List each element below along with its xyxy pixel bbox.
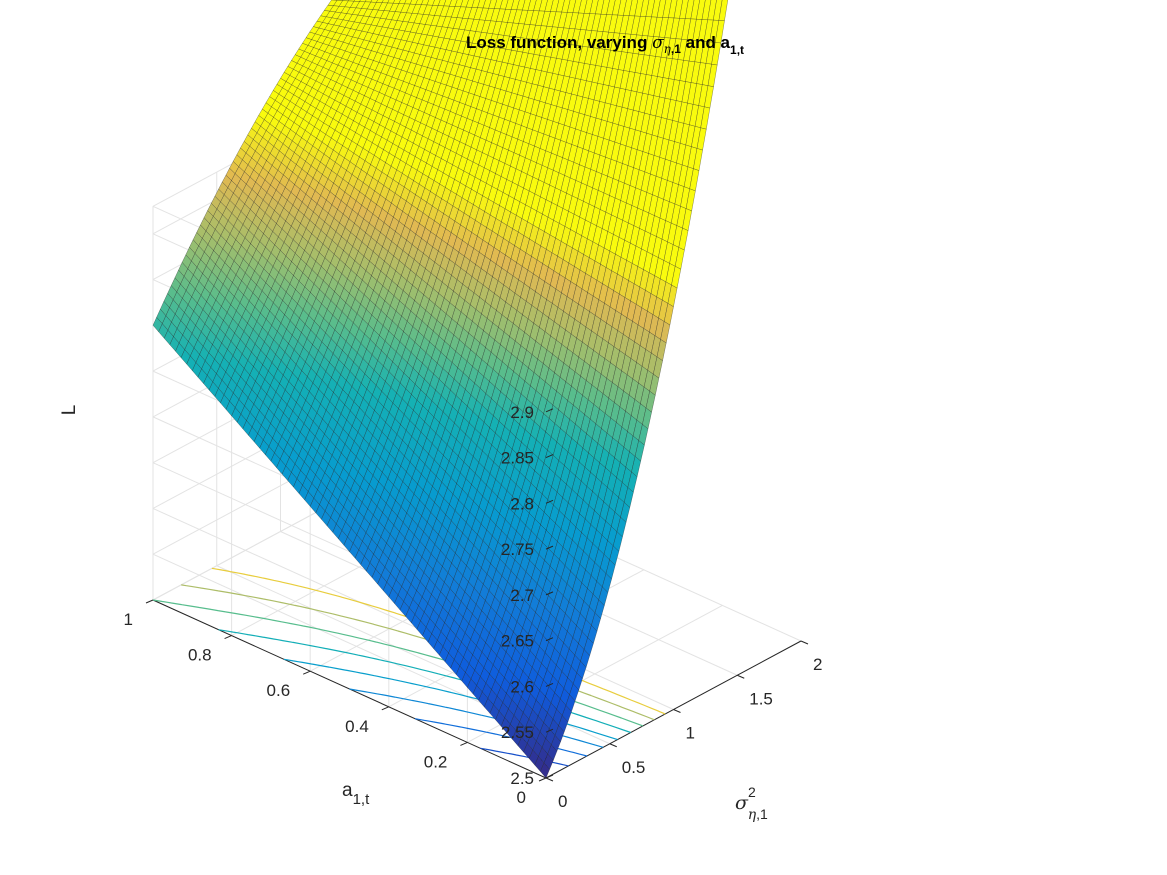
x-tick-label: 1 bbox=[686, 724, 695, 743]
z-tick-label: 2.5 bbox=[510, 769, 534, 788]
x-tick-label: 2 bbox=[813, 655, 822, 674]
y-tick-mark bbox=[538, 777, 547, 782]
z-tick-mark bbox=[545, 728, 554, 733]
z-axis-label: L bbox=[59, 405, 80, 416]
surface bbox=[152, 0, 728, 779]
z-tick-label: 2.65 bbox=[501, 632, 534, 651]
y-tick-label: 0.6 bbox=[267, 681, 291, 700]
z-tick-label: 2.6 bbox=[510, 677, 534, 696]
y-tick-mark bbox=[460, 741, 468, 746]
z-tick-label: 2.8 bbox=[510, 494, 534, 513]
y-tick-mark bbox=[145, 599, 154, 604]
x-tick-label: 0 bbox=[558, 792, 567, 811]
x-tick-mark bbox=[609, 743, 617, 748]
y-tick-label: 0.8 bbox=[188, 646, 212, 665]
z-tick-label: 2.55 bbox=[501, 723, 534, 742]
z-tick-label: 2.75 bbox=[501, 540, 534, 559]
y-tick-mark bbox=[381, 706, 389, 711]
chart-title: Loss function, varying ση,1 and a1,t bbox=[466, 33, 744, 57]
y-tick-label: 1 bbox=[124, 610, 133, 629]
y-tick-label: 0 bbox=[517, 788, 526, 807]
y-tick-label: 0.4 bbox=[345, 717, 369, 736]
z-tick-mark bbox=[545, 454, 554, 459]
x-tick-mark bbox=[545, 777, 554, 782]
y-tick-label: 0.2 bbox=[424, 752, 448, 771]
x-tick-mark bbox=[673, 709, 681, 713]
z-tick-mark bbox=[545, 774, 554, 779]
tick-labels: 2.5 2.55 2.6 2.65 2.7 2.75 2.8 2.85 2.9 0 0.2 0.4 0.… bbox=[124, 403, 823, 811]
z-tick-label: 2.9 bbox=[510, 403, 534, 422]
z-tick-mark bbox=[545, 637, 554, 642]
z-tick-mark bbox=[545, 499, 554, 504]
z-tick-mark bbox=[545, 408, 554, 413]
x-tick-mark bbox=[737, 674, 745, 679]
z-tick-mark bbox=[545, 591, 554, 596]
y-tick-mark bbox=[224, 635, 232, 640]
z-tick-label: 2.7 bbox=[510, 586, 534, 605]
z-tick-label: 2.85 bbox=[501, 449, 534, 468]
x-tick-label: 1.5 bbox=[749, 689, 773, 708]
z-tick-mark bbox=[545, 682, 554, 687]
z-tick-mark bbox=[545, 545, 554, 550]
x-tick-label: 0.5 bbox=[622, 758, 646, 777]
x-tick-mark bbox=[800, 640, 809, 645]
y-tick-mark bbox=[303, 670, 311, 675]
surface-patch bbox=[540, 762, 550, 779]
